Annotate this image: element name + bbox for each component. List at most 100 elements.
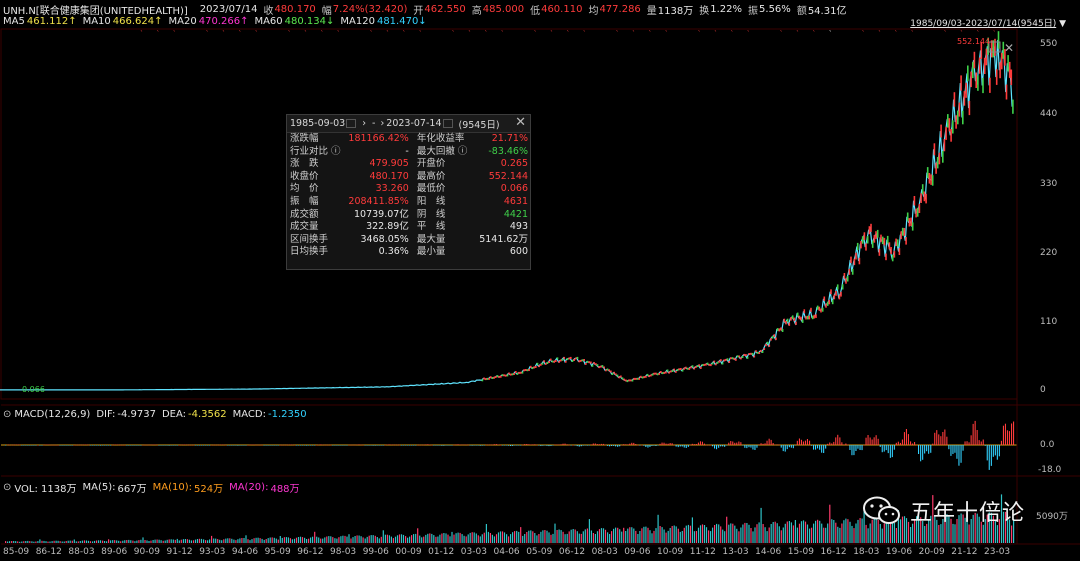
macd-bar [916, 444, 918, 446]
macd-bar [914, 442, 916, 445]
close-popup-icon[interactable]: ✕ [515, 115, 526, 130]
candle [901, 227, 904, 236]
volume-bar [926, 523, 928, 543]
volume-bar [918, 515, 920, 543]
volume-bar [59, 541, 61, 543]
volume-bar [205, 540, 207, 543]
volume-bar [726, 516, 728, 543]
candle [653, 372, 655, 375]
macd-bar [528, 444, 530, 445]
macd-bar [372, 445, 374, 446]
macd-bar [293, 444, 295, 446]
candle [555, 360, 557, 362]
macd-bar [972, 423, 974, 445]
volume-bar [469, 532, 471, 543]
x-tick-label: 14-06 [755, 547, 782, 557]
close-chart-icon[interactable]: ✕ [1004, 41, 1014, 55]
candle [481, 379, 484, 382]
macd-bar [350, 444, 352, 446]
candle [765, 343, 767, 347]
volume-bar [132, 540, 134, 543]
volume-bar [703, 525, 706, 543]
volume-bar [108, 539, 110, 543]
stat-value: 322.89亿 [366, 221, 409, 233]
macd-bar [978, 440, 980, 445]
macd-bar [291, 444, 293, 446]
macd-bar [821, 445, 823, 453]
volume-bar [722, 529, 724, 543]
maximize-icon[interactable] [988, 41, 1001, 53]
candle [655, 372, 657, 375]
volume-bar [879, 524, 881, 543]
volume-bar [705, 527, 708, 543]
volume-bar [27, 540, 29, 543]
volume-bar [510, 534, 512, 543]
volume-bar [182, 539, 184, 543]
candle [610, 370, 612, 373]
volume-bar [540, 531, 542, 543]
volume-bar [277, 539, 279, 543]
macd-bar [332, 445, 334, 446]
macd-bar [61, 445, 63, 446]
macd-bar [691, 443, 693, 445]
candle [505, 374, 507, 377]
candle [781, 329, 784, 332]
candle [500, 375, 502, 378]
volume-bar [79, 541, 81, 543]
candle [870, 223, 872, 232]
price-axis-label: 0 [1040, 385, 1046, 395]
right-arrow-icon[interactable]: › [380, 118, 385, 129]
x-tick-label: 88-03 [68, 547, 95, 557]
x-tick-label: 86-12 [35, 547, 62, 557]
candle [490, 376, 492, 379]
volume-bar [106, 541, 108, 543]
macd-bar [629, 443, 631, 445]
volume-bar [314, 531, 316, 543]
macd-bar [730, 441, 732, 445]
stat-value: 0.36% [378, 246, 409, 258]
volume-bar [633, 528, 635, 543]
candle [563, 356, 565, 359]
stats-row: 收盘价 480.170 最高价 552.144 [287, 171, 530, 184]
candle [586, 360, 589, 363]
volume-bar [780, 530, 782, 543]
calendar-icon[interactable] [442, 119, 453, 128]
start-date[interactable]: 1985-09-03 [290, 118, 346, 129]
end-date[interactable]: 2023-07-14 [386, 118, 442, 129]
amount-value: 54.31亿 [807, 6, 847, 17]
macd-bar [875, 435, 877, 445]
volume-bar [184, 539, 186, 543]
open-value: 462.550 [424, 4, 466, 15]
volume-bar [576, 531, 578, 543]
macd-bar [613, 445, 615, 446]
event-marker: ˋ [222, 30, 226, 38]
calendar-icon[interactable] [346, 119, 357, 128]
dropdown-triangle-icon[interactable]: ▼ [1059, 19, 1066, 29]
candle [640, 375, 642, 378]
volume-bar [602, 528, 605, 543]
volume-bar [530, 530, 532, 543]
candle [856, 242, 859, 251]
volume-menu-icon[interactable]: ⊙ [3, 482, 12, 493]
macd-bar [491, 444, 493, 446]
volume-bar [942, 519, 944, 543]
volume-bar [948, 515, 950, 543]
volume-bar [974, 512, 976, 543]
volume-bar [136, 540, 138, 543]
macd-bar [582, 445, 584, 446]
candle [948, 118, 951, 132]
volume-bar [148, 541, 150, 543]
macd-bar [960, 445, 962, 463]
volume-bar [532, 531, 534, 543]
date-range-label[interactable]: 1985/09/03-2023/07/14(9545日) ▼ [910, 19, 1066, 29]
event-marker: ˋ [173, 30, 177, 38]
event-marker: ˋ [976, 30, 980, 38]
macd-menu-icon[interactable]: ⊙ [3, 409, 12, 420]
macd-bar [940, 436, 942, 445]
volume-bar [503, 532, 506, 543]
volume-bar [905, 518, 908, 543]
left-arrow-icon[interactable]: › [362, 118, 367, 129]
volume-bar [128, 539, 130, 543]
macd-bar [817, 445, 819, 449]
